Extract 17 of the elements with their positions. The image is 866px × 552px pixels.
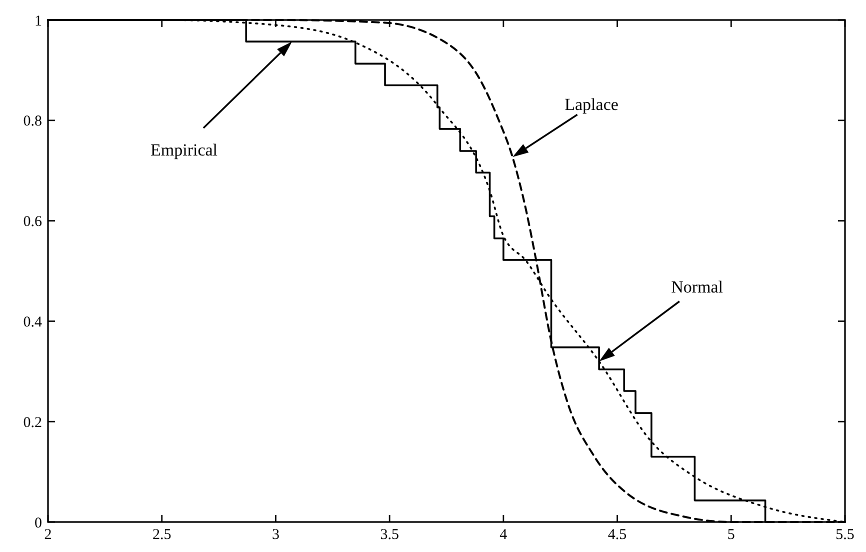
x-tick-label: 5.5 bbox=[836, 527, 854, 543]
x-tick-label: 2.5 bbox=[152, 527, 172, 543]
y-tick-label: 1 bbox=[34, 13, 42, 30]
annotation: Laplace bbox=[564, 94, 618, 114]
x-tick-label: 3.5 bbox=[380, 527, 399, 543]
x-tick-label: 4 bbox=[500, 527, 508, 543]
x-tick-label: 5 bbox=[727, 527, 735, 543]
y-tick-label: 0.6 bbox=[23, 214, 42, 230]
annotation: Normal bbox=[671, 277, 724, 296]
y-tick-label: 0.4 bbox=[23, 314, 42, 330]
y-tick-label: 0.2 bbox=[23, 414, 42, 431]
y-tick-label: 0 bbox=[34, 515, 42, 532]
x-tick-label: 3 bbox=[272, 527, 280, 543]
annotation: Empirical bbox=[150, 140, 218, 160]
x-tick-label: 4.5 bbox=[608, 527, 627, 543]
y-tick-label: 0.8 bbox=[23, 114, 42, 130]
x-tick-label: 2 bbox=[44, 527, 52, 543]
